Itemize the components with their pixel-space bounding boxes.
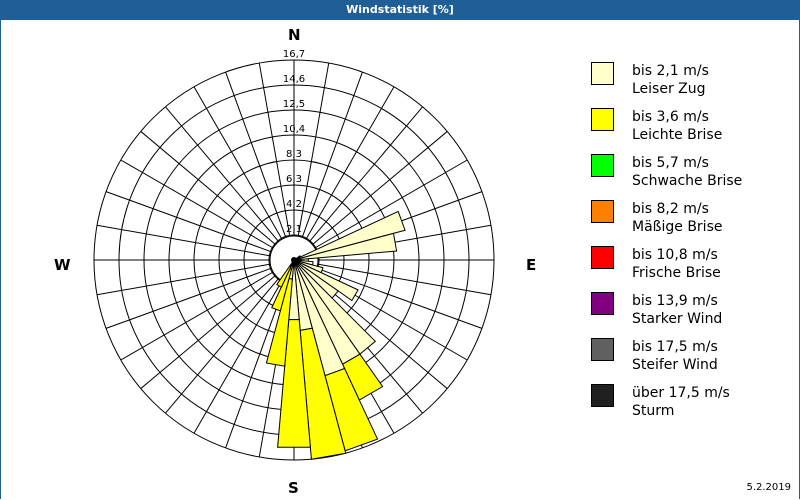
legend-range: bis 10,8 m/s: [632, 247, 718, 263]
legend-swatch: [591, 62, 614, 85]
legend-name: Mäßige Brise: [632, 219, 723, 235]
legend-range: bis 2,1 m/s: [632, 63, 709, 79]
compass-east-label: E: [526, 256, 537, 274]
legend-swatch: [591, 154, 614, 177]
window-title: Windstatistik [%]: [0, 0, 800, 20]
legend-name: Frische Brise: [632, 265, 721, 281]
compass-north-label: N: [288, 26, 301, 44]
svg-text:14,6: 14,6: [283, 74, 305, 85]
legend-name: Schwache Brise: [632, 173, 743, 189]
svg-text:6,3: 6,3: [286, 174, 302, 185]
legend-range: bis 8,2 m/s: [632, 201, 709, 217]
legend-swatch: [591, 200, 614, 223]
legend-label: bis 5,7 m/s Schwache Brise: [632, 154, 742, 190]
legend-range: bis 3,6 m/s: [632, 109, 709, 125]
svg-text:8,3: 8,3: [286, 149, 302, 160]
legend-label: bis 3,6 m/s Leichte Brise: [632, 108, 722, 144]
legend-swatch: [591, 246, 614, 269]
compass-west-label: W: [54, 256, 71, 274]
chart-panel: 2,1 4,2 6,3 8,3 10,4 12,5 14,6 16,7 N E S W bis…: [1, 20, 799, 499]
date-label: 5.2.2019: [746, 482, 791, 493]
svg-text:12,5: 12,5: [283, 99, 305, 110]
legend-name: Leiser Zug: [632, 81, 706, 97]
svg-text:16,7: 16,7: [283, 49, 305, 60]
legend-label: über 17,5 m/s Sturm: [632, 384, 730, 420]
legend-swatch: [591, 384, 614, 407]
legend-label: bis 10,8 m/s Frische Brise: [632, 246, 721, 282]
legend-name: Leichte Brise: [632, 127, 723, 143]
wind-rose-chart: 2,1 4,2 6,3 8,3 10,4 12,5 14,6 16,7: [93, 49, 495, 461]
svg-text:4,2: 4,2: [286, 199, 302, 210]
legend-label: bis 2,1 m/s Leiser Zug: [632, 62, 709, 98]
svg-text:2,1: 2,1: [286, 224, 302, 235]
legend-swatch: [591, 338, 614, 361]
legend-range: bis 13,9 m/s: [632, 293, 718, 309]
legend-swatch: [591, 292, 614, 315]
center-point: [291, 257, 297, 263]
svg-text:10,4: 10,4: [283, 124, 305, 135]
legend-swatch: [591, 108, 614, 131]
legend-name: Sturm: [632, 403, 675, 419]
compass-south-label: S: [288, 479, 299, 497]
legend-label: bis 13,9 m/s Starker Wind: [632, 292, 722, 328]
legend-range: bis 17,5 m/s: [632, 339, 718, 355]
wind-sectors: [265, 210, 406, 460]
legend-name: Steifer Wind: [632, 357, 718, 373]
legend-name: Starker Wind: [632, 311, 723, 327]
legend-label: bis 8,2 m/s Mäßige Brise: [632, 200, 722, 236]
radial-tick-labels: 2,1 4,2 6,3 8,3 10,4 12,5 14,6 16,7: [283, 49, 305, 235]
legend-range: bis 5,7 m/s: [632, 155, 709, 171]
legend-range: über 17,5 m/s: [632, 385, 730, 401]
legend-label: bis 17,5 m/s Steifer Wind: [632, 338, 718, 374]
